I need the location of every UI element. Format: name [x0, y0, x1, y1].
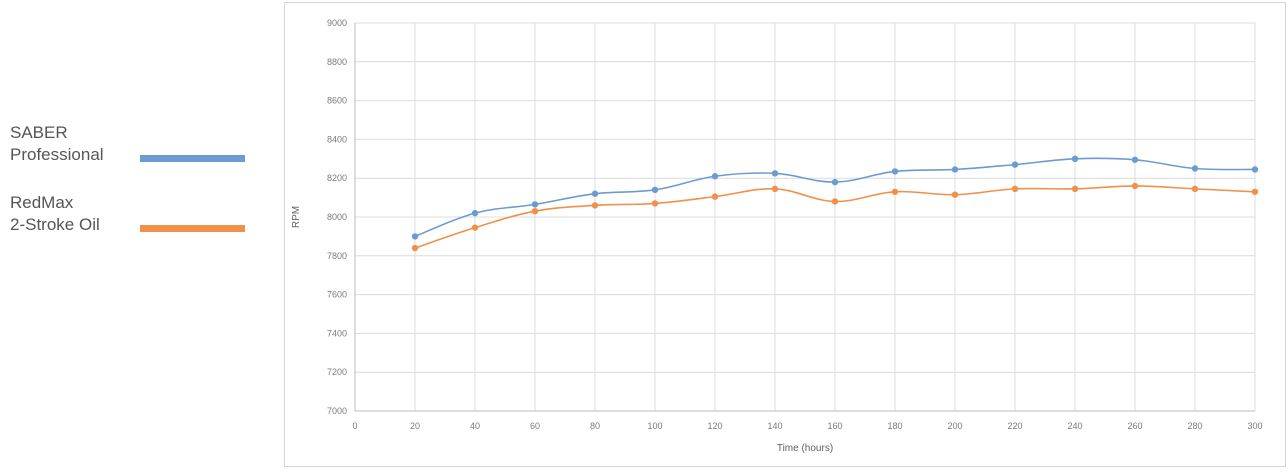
data-point-saber	[771, 170, 779, 177]
y-tick-label: 8600	[327, 96, 347, 106]
data-point-saber	[891, 168, 899, 175]
data-point-saber	[711, 173, 719, 180]
data-point-redmax	[1191, 185, 1199, 193]
legend-label-line1: RedMax	[10, 193, 74, 212]
gridlines	[354, 22, 1256, 412]
data-point-saber	[651, 186, 659, 194]
y-tick-label: 8200	[327, 173, 347, 183]
chart-panel: 7000 7200 7400 7600 7800 8000 8200 8400 8600 8800…	[284, 2, 1286, 467]
x-tick-label: 160	[827, 421, 842, 431]
data-point-redmax	[1251, 188, 1259, 195]
x-tick-label: 200	[947, 421, 962, 431]
axes	[354, 23, 1255, 412]
y-tick-label: 7800	[327, 251, 347, 261]
legend-swatch-saber	[140, 155, 245, 162]
legend-label-line1: SABER	[10, 123, 68, 142]
series	[411, 155, 1259, 252]
line-chart: 7000 7200 7400 7600 7800 8000 8200 8400 8600 8800…	[291, 18, 1263, 454]
data-point-redmax	[831, 198, 839, 205]
data-point-saber	[471, 209, 479, 217]
data-point-redmax	[1071, 185, 1079, 193]
legend-label-line2: Professional	[10, 145, 104, 164]
data-point-redmax	[1011, 185, 1019, 193]
x-tick-label: 300	[1247, 421, 1262, 431]
data-point-saber	[831, 178, 839, 186]
data-point-saber	[1011, 161, 1019, 168]
data-point-redmax	[591, 202, 599, 209]
data-point-saber	[951, 166, 959, 173]
data-point-redmax	[531, 207, 539, 215]
y-tick-label: 7200	[327, 367, 347, 377]
x-tick-label: 220	[1007, 421, 1022, 431]
legend-label-redmax: RedMax 2-Stroke Oil	[10, 192, 100, 236]
y-tick-label: 8800	[327, 57, 347, 67]
data-point-saber	[1071, 155, 1079, 162]
data-point-saber	[411, 233, 419, 240]
tick-labels: 7000 7200 7400 7600 7800 8000 8200 8400 8600 8800…	[327, 18, 1263, 431]
data-point-saber	[591, 190, 599, 197]
y-tick-label: 7000	[327, 406, 347, 416]
x-tick-label: 40	[470, 421, 480, 431]
data-point-redmax	[651, 200, 659, 207]
x-tick-label: 0	[352, 421, 357, 431]
y-tick-label: 7600	[327, 290, 347, 300]
x-tick-label: 180	[887, 421, 902, 431]
x-tick-label: 80	[590, 421, 600, 431]
data-point-redmax	[711, 193, 719, 200]
y-tick-label: 7400	[327, 328, 347, 338]
data-point-redmax	[1131, 182, 1139, 190]
x-tick-label: 240	[1067, 421, 1082, 431]
data-point-redmax	[891, 188, 899, 195]
x-tick-label: 120	[707, 421, 722, 431]
data-point-saber	[531, 201, 539, 208]
data-point-redmax	[411, 244, 419, 252]
x-tick-label: 20	[410, 421, 420, 431]
data-point-saber	[1251, 166, 1259, 173]
data-point-saber	[1191, 165, 1199, 172]
y-axis-title: RPM	[291, 206, 302, 228]
x-tick-label: 140	[767, 421, 782, 431]
y-tick-label: 9000	[327, 18, 347, 28]
x-axis-title: Time (hours)	[777, 443, 833, 454]
y-tick-label: 8000	[327, 212, 347, 222]
legend-swatch-redmax	[140, 225, 245, 232]
legend-label-line2: 2-Stroke Oil	[10, 215, 100, 234]
legend-label-saber: SABER Professional	[10, 122, 104, 166]
data-point-saber	[1131, 156, 1139, 163]
x-tick-label: 260	[1127, 421, 1142, 431]
data-point-redmax	[471, 224, 479, 231]
x-tick-label: 100	[647, 421, 662, 431]
data-point-redmax	[951, 191, 959, 198]
y-tick-label: 8400	[327, 134, 347, 144]
x-tick-label: 280	[1187, 421, 1202, 431]
data-point-redmax	[771, 185, 779, 193]
chart-legend: SABER Professional RedMax 2-Stroke Oil	[0, 0, 270, 472]
x-tick-label: 60	[530, 421, 540, 431]
